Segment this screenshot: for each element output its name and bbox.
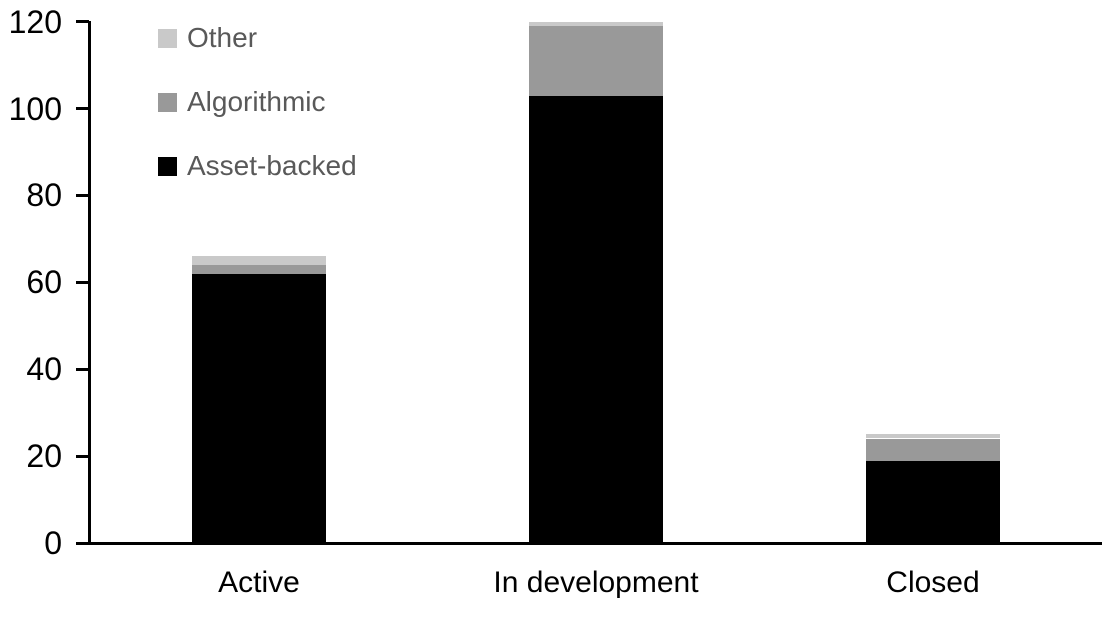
legend-swatch-icon — [158, 92, 177, 112]
y-tick-mark — [76, 368, 89, 371]
y-tick-label: 120 — [8, 4, 62, 40]
y-tick-mark — [76, 194, 89, 197]
y-tick-label: 100 — [8, 91, 62, 127]
y-tick-mark — [76, 20, 89, 23]
bar-segment-algorithmic — [192, 265, 326, 274]
legend-item-algorithmic: Algorithmic — [158, 85, 357, 119]
y-tick-label: 0 — [44, 525, 62, 561]
legend-label: Algorithmic — [187, 86, 326, 117]
x-category-label: Active — [218, 566, 300, 599]
legend: Other Algorithmic Asset-backed — [158, 21, 357, 213]
legend-item-asset-backed: Asset-backed — [158, 149, 357, 183]
bar-segment-other — [192, 256, 326, 265]
y-tick-label: 80 — [26, 177, 62, 213]
x-category-label: Closed — [886, 566, 980, 599]
x-axis-line — [76, 542, 1102, 545]
legend-item-other: Other — [158, 21, 357, 55]
bar-segment-asset-backed — [192, 274, 326, 543]
x-category-label: In development — [493, 566, 699, 599]
legend-label: Other — [187, 22, 258, 53]
y-tick-label: 60 — [26, 264, 62, 300]
legend-swatch-icon — [158, 156, 177, 176]
bar-segment-algorithmic — [529, 26, 663, 96]
bar-segment-algorithmic — [866, 439, 1000, 461]
y-tick-label: 40 — [26, 351, 62, 387]
bar-segment-other — [529, 22, 663, 26]
y-tick-mark — [76, 542, 89, 545]
y-tick-label: 20 — [26, 438, 62, 474]
bar-segment-other — [866, 434, 1000, 438]
y-axis-line — [88, 21, 91, 544]
bar-segment-asset-backed — [529, 96, 663, 543]
y-tick-mark — [76, 107, 89, 110]
legend-swatch-icon — [158, 28, 177, 48]
y-tick-mark — [76, 281, 89, 284]
legend-label: Asset-backed — [187, 150, 357, 181]
bar-segment-asset-backed — [866, 460, 1000, 543]
y-tick-mark — [76, 455, 89, 458]
